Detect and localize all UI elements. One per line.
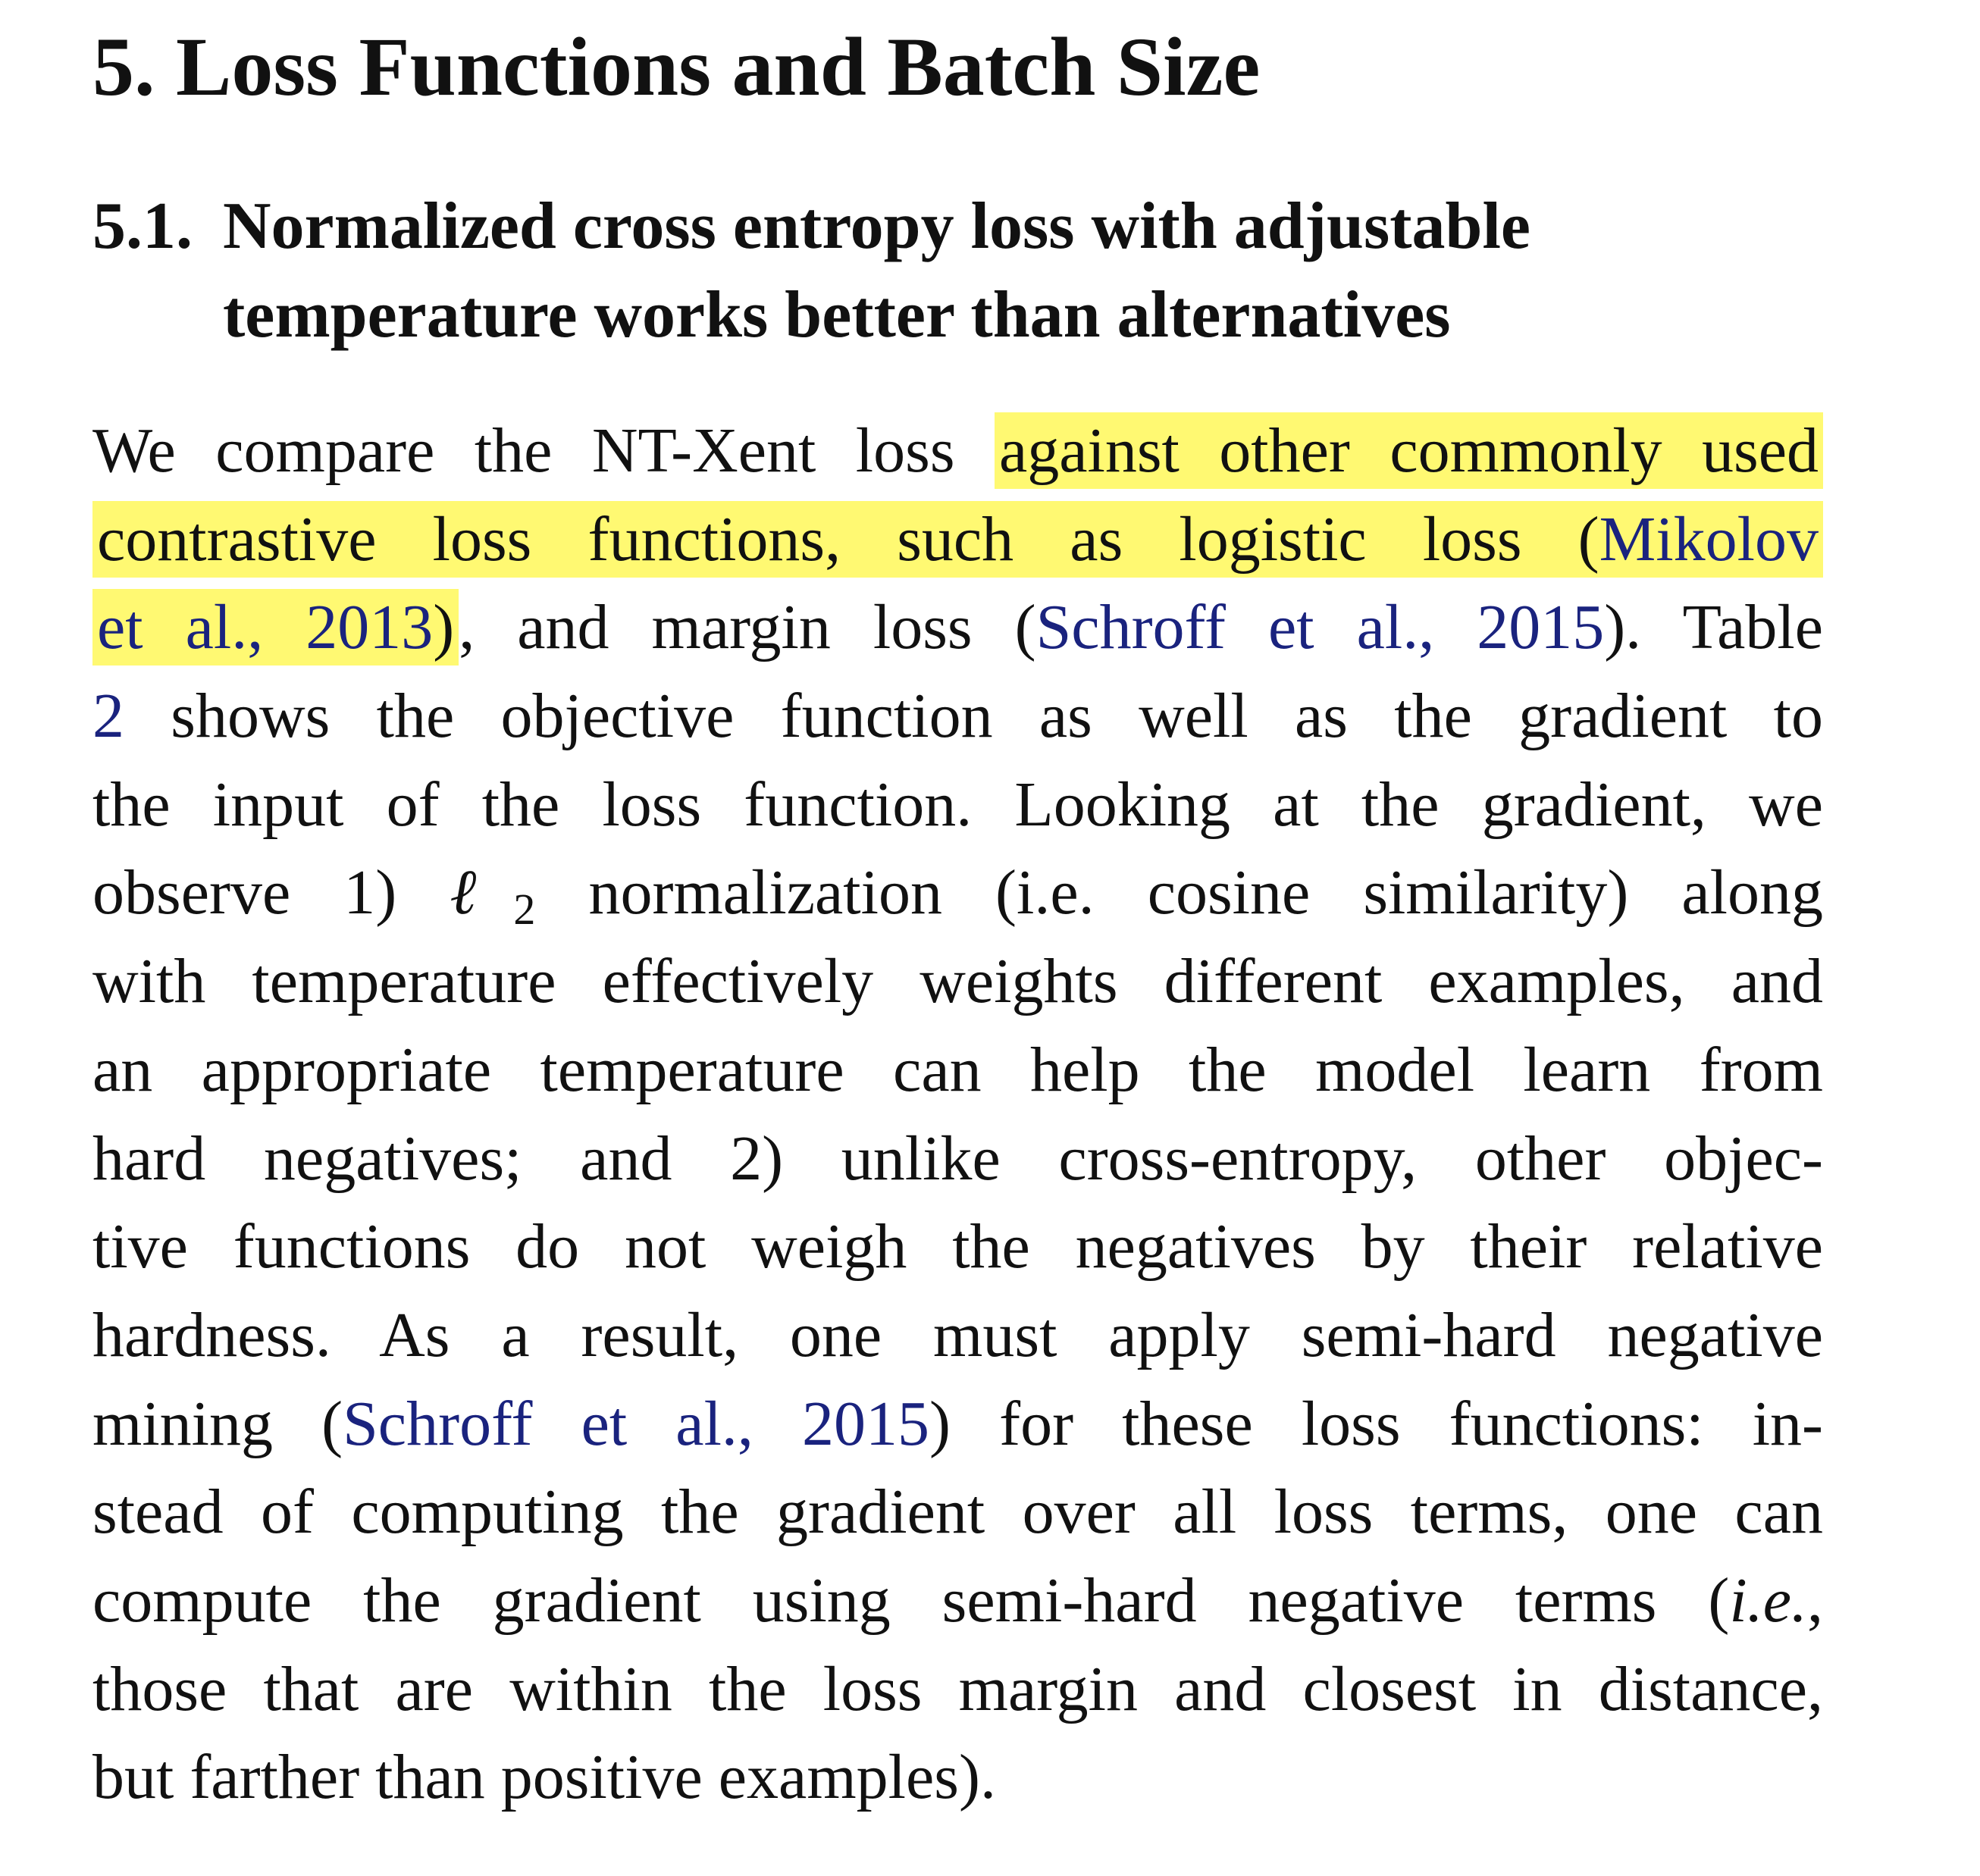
highlighted-text: et al., 2013) [92, 589, 459, 666]
text-run: , and margin loss ( [459, 592, 1036, 663]
paragraph-line: stead of computing the gradient over all… [92, 1477, 1823, 1548]
paragraph-line: et al., 2013), and margin loss (Schroff … [92, 584, 1823, 672]
paragraph-line: the input of the loss function. Looking … [92, 769, 1823, 840]
text-run: ) for these loss functions: in- [929, 1388, 1823, 1459]
table-ref-link[interactable]: 2 [92, 681, 124, 752]
text-run: contrastive loss functions, such as logi… [97, 503, 1599, 575]
subsection-title: 5.1. Normalized cross entropy loss with a… [92, 182, 1836, 359]
paragraph-line: an appropriate temperature can help the … [92, 1034, 1823, 1105]
text-run: ). Table [1604, 592, 1823, 663]
text-run: observe 1) [92, 857, 450, 929]
paragraph-line: We compare the NT-Xent loss against othe… [92, 407, 1824, 496]
highlighted-text: contrastive loss functions, such as logi… [92, 500, 1823, 578]
text-run: mining ( [92, 1388, 343, 1459]
paragraph-line: hardness. As a result, one must apply se… [92, 1299, 1823, 1370]
paragraph-line: mining (Schroff et al., 2015) for these … [92, 1380, 1823, 1469]
text-run: , [1807, 1564, 1823, 1636]
paragraph-line: but farther than positive examples). [92, 1742, 996, 1813]
section-title: 5. Loss Functions and Batch Size [92, 20, 1261, 113]
subscript: 2 [513, 885, 536, 935]
paragraph-line: contrastive loss functions, such as logi… [92, 496, 1823, 584]
paragraph-line: observe 1) ℓ2 normalization (i.e. cosine… [92, 849, 1823, 938]
body-paragraph: We compare the NT-Xent loss against othe… [92, 407, 1824, 1822]
paragraph-line: 2 shows the objective function as well a… [92, 672, 1823, 761]
italic-ie: i.e. [1729, 1564, 1807, 1636]
paragraph-line: hard negatives; and 2) unlike cross-entr… [92, 1123, 1823, 1194]
paragraph-line: compute the gradient using semi-hard neg… [92, 1557, 1823, 1646]
paragraph-line: with temperature effectively weights dif… [92, 946, 1823, 1017]
citation-link[interactable]: Mikolov [1599, 503, 1819, 575]
subsection-title-line2: temperature works better than alternativ… [223, 278, 1451, 352]
citation-link[interactable]: et al., 2013 [97, 592, 434, 663]
subsection-number: 5.1. [92, 189, 193, 263]
citation-link[interactable]: Schroff et al., 2015 [343, 1388, 930, 1459]
subsection-title-line1: Normalized cross entropy loss with adjus… [223, 189, 1530, 263]
text-run: normalization (i.e. cosine similarity) a… [535, 857, 1824, 929]
text-run: ) [433, 592, 455, 663]
paragraph-line: those that are within the loss margin an… [92, 1653, 1823, 1724]
highlighted-text: against other commonly used [994, 412, 1824, 489]
ell-symbol: ℓ [450, 857, 514, 929]
text-run: We compare the NT-Xent loss [92, 415, 995, 486]
text-run: compute the gradient using semi-hard neg… [92, 1564, 1730, 1636]
paragraph-line: tive functions do not weigh the negative… [92, 1211, 1823, 1283]
text-run: shows the objective function as well as … [124, 681, 1823, 752]
citation-link[interactable]: Schroff et al., 2015 [1035, 592, 1605, 663]
